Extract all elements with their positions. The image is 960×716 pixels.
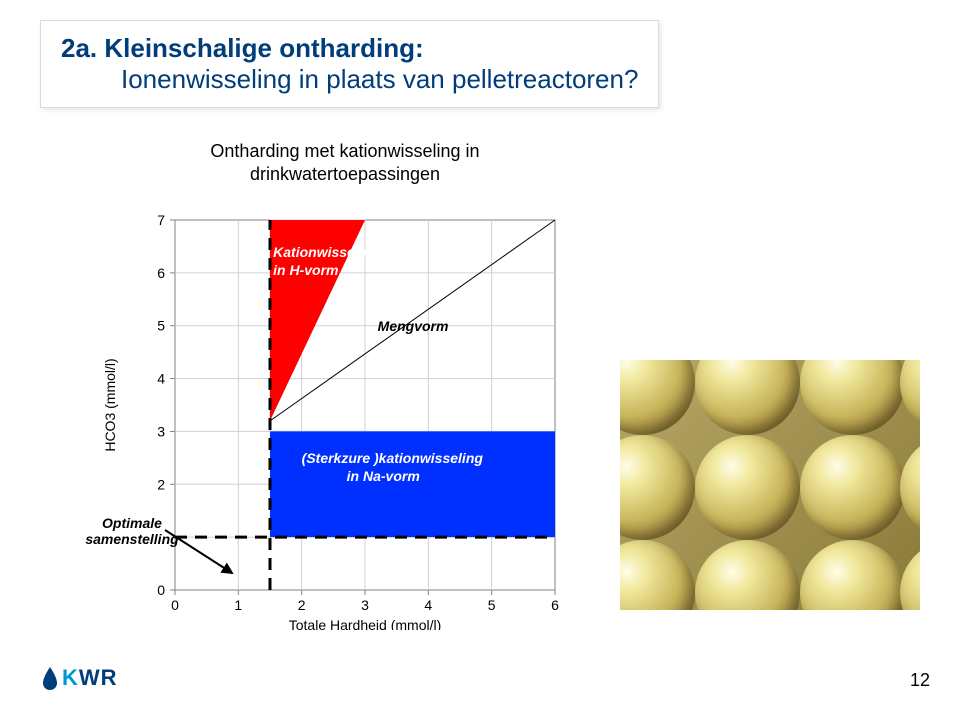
svg-text:in H-vorm: in H-vorm <box>273 262 338 278</box>
svg-text:in Na-vorm: in Na-vorm <box>347 468 420 484</box>
chart-svg: Kationwisseling in H-vorm (Sterkzure )kati… <box>80 210 580 630</box>
title-line-1: 2a. Kleinschalige ontharding: <box>61 33 638 64</box>
svg-text:(Sterkzure )kationwisseling: (Sterkzure )kationwisseling <box>302 450 484 466</box>
svg-text:4: 4 <box>424 597 432 613</box>
svg-text:3: 3 <box>361 597 369 613</box>
svg-text:6: 6 <box>551 597 559 613</box>
svg-text:1: 1 <box>234 597 242 613</box>
svg-text:samenstelling: samenstelling <box>85 531 179 547</box>
svg-text:0: 0 <box>157 582 165 598</box>
svg-text:2: 2 <box>157 476 165 492</box>
logo-W: W <box>79 665 101 690</box>
svg-text:6: 6 <box>157 265 165 281</box>
kwr-logo: KWR <box>40 665 118 691</box>
svg-text:Mengvorm: Mengvorm <box>378 318 449 334</box>
drop-icon <box>40 665 60 691</box>
svg-text:Totale Hardheid (mmol/l): Totale Hardheid (mmol/l) <box>289 617 442 630</box>
chart-title: Ontharding met kationwisseling in drinkw… <box>155 140 535 187</box>
svg-text:4: 4 <box>157 371 165 387</box>
svg-text:3: 3 <box>157 423 165 439</box>
logo-R: R <box>101 665 118 690</box>
svg-text:Kationwisseling: Kationwisseling <box>273 244 380 260</box>
title-block: 2a. Kleinschalige ontharding: Ionenwisse… <box>40 20 659 108</box>
svg-text:5: 5 <box>488 597 496 613</box>
svg-text:2: 2 <box>298 597 306 613</box>
svg-text:HCO3 (mmol/l): HCO3 (mmol/l) <box>102 358 118 451</box>
svg-text:Optimale: Optimale <box>102 515 162 531</box>
title-line-2: Ionenwisseling in plaats van pelletreact… <box>121 64 638 95</box>
page-number: 12 <box>910 670 930 691</box>
decorative-spheres-image <box>620 360 920 610</box>
chart-container: Kationwisseling in H-vorm (Sterkzure )kati… <box>80 210 580 630</box>
logo-text: KWR <box>62 665 118 691</box>
logo-K: K <box>62 665 79 690</box>
svg-text:5: 5 <box>157 318 165 334</box>
svg-text:7: 7 <box>157 212 165 228</box>
svg-text:0: 0 <box>171 597 179 613</box>
